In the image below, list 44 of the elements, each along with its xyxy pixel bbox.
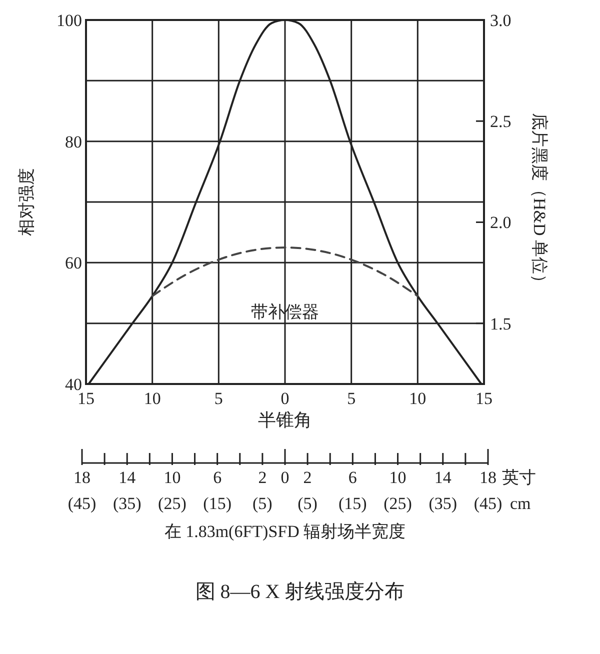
y-tick-label: 80 xyxy=(65,132,82,152)
x2-tick-label: 18 xyxy=(480,468,496,487)
x2-tick-label: 10 xyxy=(389,468,406,487)
x-tick-label: 5 xyxy=(347,389,356,408)
y-axis-title: 相对强度 xyxy=(17,168,36,236)
x2-tick-label: 0 xyxy=(280,468,290,487)
text: 带补偿器 xyxy=(251,302,319,322)
line-series xyxy=(88,19,482,385)
text: (25) xyxy=(384,494,412,513)
text: (35) xyxy=(112,494,142,513)
x2-tick-label: 14 xyxy=(434,468,452,487)
x2-tick-label: 2 xyxy=(303,468,312,487)
x-tick-label: 0 xyxy=(280,389,290,408)
x-tick-label: 5 xyxy=(214,389,223,408)
y2-axis-title: 底片黑度（H&D 单位） xyxy=(530,112,549,292)
x-axis-title: 半锥角 xyxy=(258,410,312,430)
text: (15) xyxy=(203,494,232,513)
x2-tick-label: 6 xyxy=(348,468,357,487)
y-tick-label: 100 xyxy=(56,11,82,30)
text: (45) xyxy=(474,494,502,513)
text: (25) xyxy=(158,494,186,513)
x2-tick-label: 2 xyxy=(258,468,267,487)
y-tick-label: 60 xyxy=(65,254,82,273)
text: (15) xyxy=(338,494,367,513)
text: (45) xyxy=(68,494,96,513)
x2-tick-label: 14 xyxy=(118,468,136,487)
y2-tick-label: 2.0 xyxy=(490,213,512,232)
x-tick-label: 15 xyxy=(476,389,492,408)
text: 图 8—6 X 射线强度分布 xyxy=(195,581,405,603)
text: (35) xyxy=(428,494,458,513)
x2-axis-title: 在 1.83m(6FT)SFD 辐射场半宽度 xyxy=(164,522,406,541)
x-tick-label: 10 xyxy=(409,389,426,408)
line-series xyxy=(151,246,419,298)
y2-tick-label: 1.5 xyxy=(490,314,512,334)
x2-tick-label: 10 xyxy=(164,468,181,487)
text: 英寸 xyxy=(502,468,536,487)
text: (5) xyxy=(298,494,318,513)
x-tick-label: 10 xyxy=(144,389,161,408)
text: cm xyxy=(510,494,531,513)
x2-tick-label: 6 xyxy=(213,468,222,487)
y2-tick-label: 3.0 xyxy=(490,11,512,30)
text: (5) xyxy=(252,494,272,513)
x2-tick-label: 18 xyxy=(74,468,90,487)
y2-tick-label: 2.5 xyxy=(490,112,512,132)
